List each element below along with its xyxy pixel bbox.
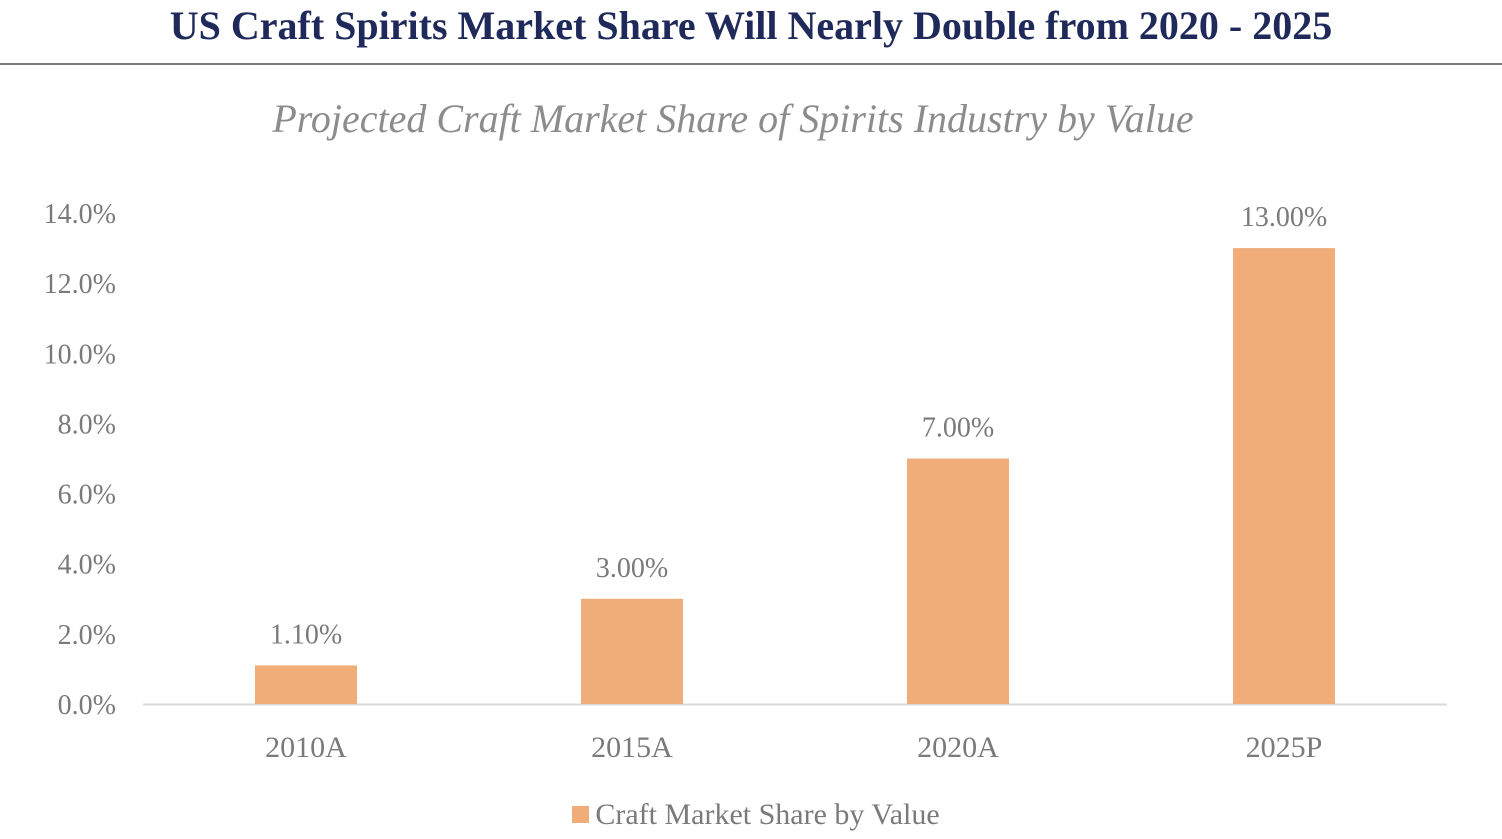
y-tick-label: 2.0% bbox=[58, 620, 116, 651]
y-axis: 0.0% 2.0% 4.0% 6.0% 8.0% 10.0% 12.0% 14.0% bbox=[44, 199, 1447, 721]
y-tick-label: 10.0% bbox=[44, 339, 116, 370]
data-label: 1.10% bbox=[270, 619, 342, 650]
y-tick-label: 0.0% bbox=[58, 690, 116, 721]
title-divider bbox=[0, 63, 1502, 65]
x-axis: 2010A 2015A 2020A 2025P bbox=[265, 731, 1322, 764]
legend-label: Craft Market Share by Value bbox=[595, 798, 940, 831]
data-label: 3.00% bbox=[596, 553, 668, 584]
data-label: 7.00% bbox=[922, 413, 994, 444]
chart-title: Projected Craft Market Share of Spirits … bbox=[272, 96, 1194, 141]
bar-2010A bbox=[255, 665, 357, 704]
x-tick-label: 2025P bbox=[1246, 731, 1323, 764]
legend: Craft Market Share by Value bbox=[0, 798, 1502, 832]
y-tick-label: 6.0% bbox=[58, 480, 116, 511]
page-title: US Craft Spirits Market Share Will Nearl… bbox=[169, 3, 1333, 48]
bars-group: 1.10% 3.00% 7.00% 13.00% bbox=[255, 202, 1335, 705]
bar-2015A bbox=[581, 598, 683, 704]
x-tick-label: 2015A bbox=[591, 731, 673, 764]
legend-swatch bbox=[572, 806, 590, 823]
y-tick-label: 8.0% bbox=[58, 409, 116, 440]
data-label: 13.00% bbox=[1241, 202, 1327, 233]
bar-2020A bbox=[907, 458, 1009, 704]
x-tick-label: 2010A bbox=[265, 731, 347, 764]
y-tick-label: 12.0% bbox=[44, 269, 116, 300]
x-tick-label: 2020A bbox=[917, 731, 999, 764]
bar-2025P bbox=[1233, 248, 1335, 705]
y-tick-label: 14.0% bbox=[44, 199, 116, 230]
y-tick-label: 4.0% bbox=[58, 550, 116, 581]
